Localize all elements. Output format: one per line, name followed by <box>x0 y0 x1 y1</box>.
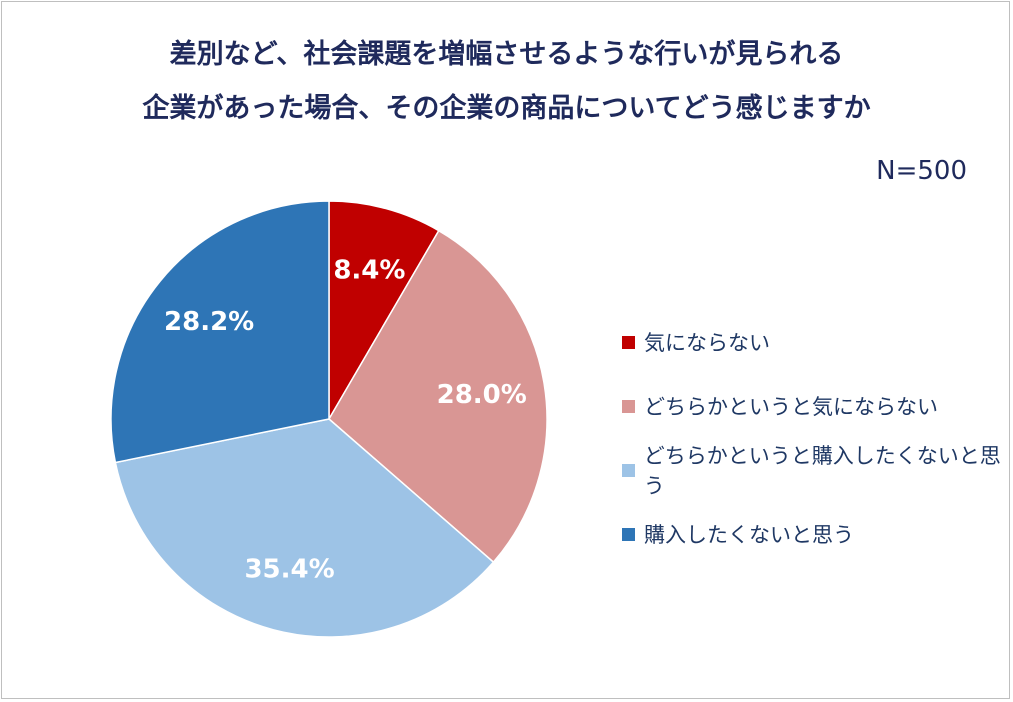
legend-item: どちらかというと購入したくないと思う <box>622 438 1013 502</box>
pie-slice <box>328 229 548 564</box>
data-label: 8.4% <box>333 256 405 286</box>
legend-label: どちらかというと気にならない <box>644 395 938 419</box>
legend-item: 購入したくないと思う <box>622 502 1013 566</box>
chart-title-line2: 企業があった場合、その企業の商品についてどう感じますか <box>142 93 871 124</box>
data-label: 28.2% <box>164 307 254 337</box>
pie-slice <box>110 200 330 464</box>
legend-swatch <box>622 463 635 477</box>
legend-swatch <box>622 527 635 541</box>
legend-label: 購入したくないと思う <box>644 523 854 547</box>
legend-item: どちらかというと気にならない <box>622 374 1013 438</box>
legend-swatch <box>622 399 635 413</box>
pie-slice <box>114 418 495 638</box>
legend-label: どちらかというと購入したくないと思う <box>643 444 1001 498</box>
sample-size: N=500 <box>876 156 967 186</box>
data-label: 28.0% <box>437 380 527 410</box>
data-label: 35.4% <box>244 555 334 585</box>
chart-title-line1: 差別など、社会課題を増幅させるような行いが見られる <box>169 39 844 70</box>
legend-swatch <box>622 335 635 349</box>
pie-slice <box>328 200 440 422</box>
legend-label: 気にならない <box>644 331 770 355</box>
legend-item: 気にならない <box>622 310 1013 374</box>
legend: 気にならないどちらかというと気にならないどちらかというと購入したくないと思う購入… <box>622 310 1013 566</box>
